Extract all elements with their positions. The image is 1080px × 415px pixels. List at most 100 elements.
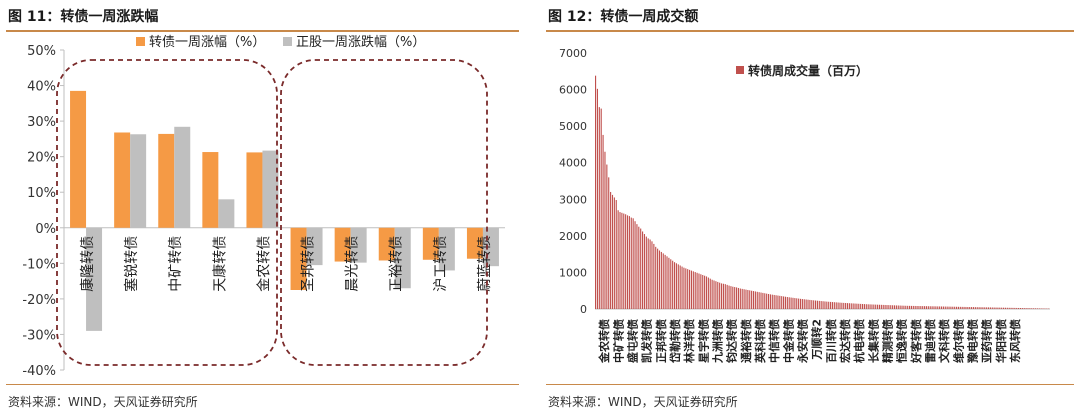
volume-bar [1019,308,1022,309]
y-tick-label: 4000 [559,157,587,170]
bar-stock [438,227,455,271]
volume-bar [640,228,642,309]
volume-bar [634,221,636,309]
volume-bar [908,305,911,309]
volume-bar [692,271,694,309]
volume-bar [890,305,892,309]
top-gainers-highlight [56,59,278,366]
y-tick-label: 0% [35,222,56,237]
volume-bar [675,263,677,309]
volume-bar [865,304,867,309]
title-divider [6,30,519,32]
x-tick-label: 精测转债 [880,319,894,363]
volume-bar [666,256,668,309]
y-tick-label: 7000 [559,47,587,60]
volume-bar [632,218,634,309]
volume-bar [741,288,743,309]
volume-bar [664,254,666,309]
volume-bar [1001,307,1003,309]
volume-bar [948,306,950,309]
volume-bar [903,305,905,309]
volume-bar [683,267,685,309]
volume-bar [694,272,696,309]
volume-bar [886,305,888,309]
volume-bar [833,302,835,309]
volume-bar [769,294,771,309]
volume-bar [965,306,967,309]
volume-bar [611,194,614,309]
bar-bond [334,227,351,262]
bar-bond [114,132,131,228]
volume-bar [1018,307,1020,309]
y-tick-label: -40% [22,364,56,379]
volume-bar [655,246,657,309]
volume-bar [636,224,638,309]
x-tick-label: 通裕转债 [739,319,753,363]
volume-bar [672,260,674,309]
volume-bar [837,302,839,309]
category-label: 正裕转债 [389,236,405,292]
volume-bar [668,257,670,309]
volume-bar [963,306,965,309]
x-tick-label: 万顺转2 [810,319,824,361]
volume-bar [598,107,600,309]
legend-swatch-bond [136,37,145,46]
y-tick-label: 6000 [559,84,587,97]
volume-bar [877,304,879,309]
volume-bar [619,212,621,309]
volume-bar [972,307,975,309]
volume-bar [760,292,762,309]
volume-bar [858,303,860,309]
volume-bar [657,248,659,309]
volume-bar [660,251,662,309]
volume-bar [867,304,869,309]
category-label: 晨光转债 [345,236,361,292]
title-divider [546,30,1074,32]
x-tick-label: 宏达转债 [838,319,852,363]
volume-bar [758,292,760,309]
volume-bar [807,299,809,309]
category-label: 中矿转债 [168,236,184,292]
bar-bond [466,227,483,259]
x-tick-label: 九洲转债 [710,319,724,364]
y-tick-label: 1000 [559,266,587,279]
volume-bar [704,275,706,309]
volume-bar [771,294,773,309]
x-tick-label: 中金转债 [781,319,795,363]
volume-bar [711,279,713,309]
volume-bar [969,307,971,309]
volume-bar [957,306,959,309]
volume-bar [628,216,630,309]
left-figure-panel: 图 11：转债一周涨跌幅 50% 40% 30% 20% 10% 0% -10% -20% -3… [0,0,525,415]
volume-bar [796,298,798,309]
volume-bar [912,305,914,309]
volume-bar [993,307,995,309]
figure-11-source: 资料来源：WIND，天风证券研究所 [8,395,198,409]
volume-bar [781,296,783,309]
volume-bar [924,306,926,309]
volume-bar [613,197,615,309]
bar-bond [422,227,439,260]
volume-bar [846,303,849,309]
y-tick-label: 30% [27,115,56,130]
volume-bar [931,306,933,309]
volume-bar [927,306,929,309]
bar-stock [306,227,323,266]
volume-bar [794,298,796,309]
volume-bar [604,151,606,309]
volume-bar [1012,307,1014,309]
volume-bar [871,304,873,309]
x-tick-label: 豫电转债 [965,319,979,363]
volume-bar [766,293,768,309]
volume-bar [762,292,764,309]
volume-bar [1044,308,1046,309]
volume-bar [700,274,702,309]
x-tick-label: 恒逸转债 [895,319,909,363]
y-tick-label: 40% [27,80,56,95]
volume-bar [852,303,854,309]
volume-bar [971,307,973,309]
volume-bar [788,297,790,309]
volume-bar [610,191,612,309]
x-tick-label: 百川转债 [824,319,838,363]
y-tick-label: -20% [22,293,56,308]
